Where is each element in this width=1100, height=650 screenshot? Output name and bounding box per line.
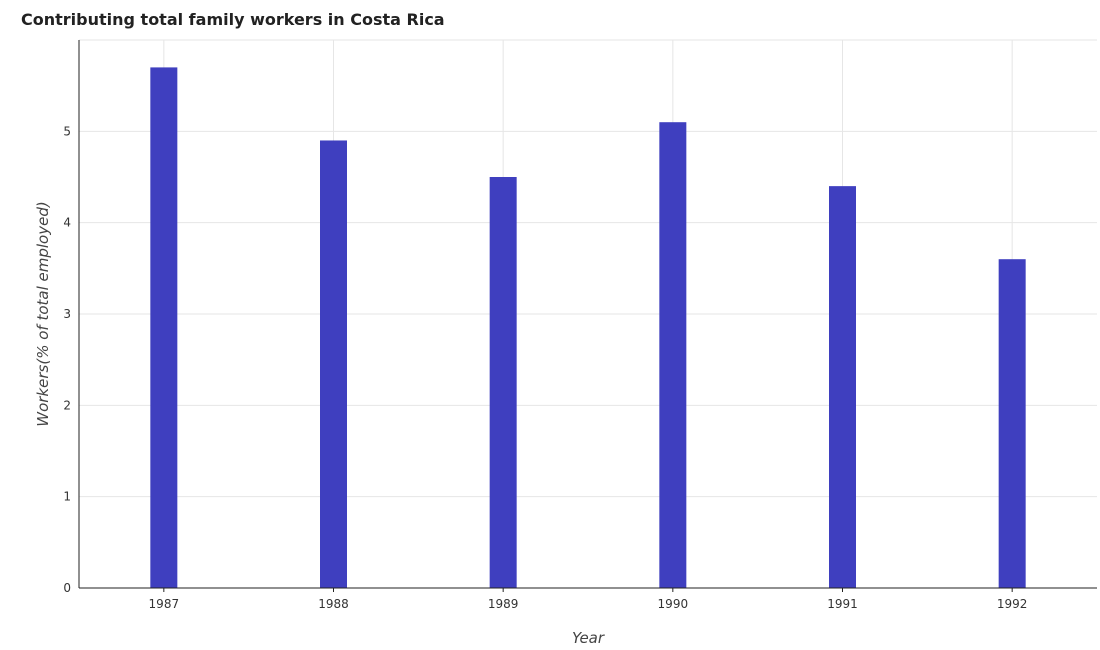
bar-1991 <box>829 186 856 588</box>
y-axis-label: Workers(% of total employed) <box>34 201 52 426</box>
x-tick-label: 1990 <box>658 597 689 611</box>
x-tick-label: 1991 <box>827 597 858 611</box>
y-tick-label: 0 <box>63 581 71 595</box>
bars <box>150 67 1026 588</box>
axes <box>78 40 1097 589</box>
x-tick-label: 1988 <box>318 597 349 611</box>
y-tick-label: 4 <box>63 216 71 230</box>
x-tick-label: 1989 <box>488 597 519 611</box>
x-tick-label: 1992 <box>997 597 1028 611</box>
bar-1992 <box>998 259 1026 588</box>
y-tick-label: 3 <box>63 307 71 321</box>
y-tick-label: 2 <box>63 398 71 412</box>
x-tick-labels: 1987 1988 1989 1990 1991 1992 <box>149 588 1028 611</box>
y-tick-label: 1 <box>63 490 71 504</box>
bar-1988 <box>320 140 347 588</box>
y-tick-label: 5 <box>63 124 71 138</box>
bar-1990 <box>659 122 687 588</box>
x-axis-label: Year <box>572 629 605 647</box>
x-tick-label: 1987 <box>149 597 180 611</box>
chart-title: Contributing total family workers in Cos… <box>21 10 445 29</box>
bar-1987 <box>150 67 178 588</box>
y-tick-labels: 0 1 2 3 4 5 <box>63 124 71 595</box>
bar-1989 <box>489 177 517 588</box>
grid <box>79 39 1097 589</box>
